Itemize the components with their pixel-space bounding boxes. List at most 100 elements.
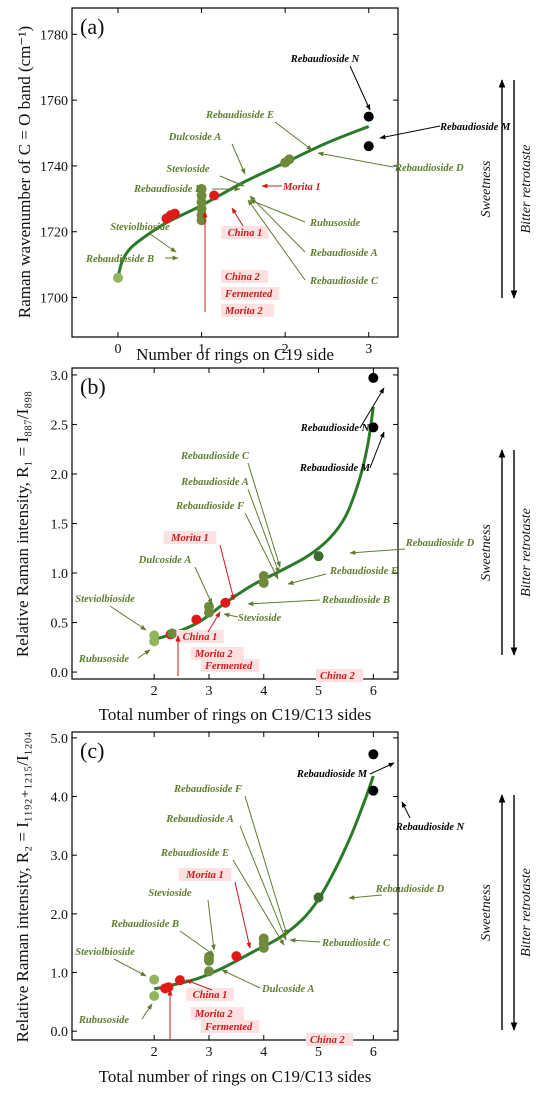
y-tick-label: 1.0 xyxy=(51,567,69,582)
y-tick-label: 0.5 xyxy=(51,617,69,632)
annotation-label: Rebaudioside C xyxy=(180,451,250,462)
annotation-arrow xyxy=(234,881,252,949)
bitter-label: Bitter retrotaste xyxy=(519,508,534,597)
annotation-arrow xyxy=(207,611,221,633)
data-point xyxy=(313,892,324,903)
data-point xyxy=(284,154,295,165)
annotation-arrow xyxy=(249,195,306,253)
annotation-label: Rebaudioside D xyxy=(405,538,475,549)
annotation-arrow xyxy=(247,462,281,568)
annotation-label: Rubusoside xyxy=(78,1015,130,1026)
data-point xyxy=(258,577,269,588)
x-axis-label: Total number of rings on C19/C13 sides xyxy=(99,1067,372,1086)
y-tick-label: 1780 xyxy=(40,28,68,43)
label-highlight xyxy=(316,669,364,682)
data-point xyxy=(191,614,202,625)
y-axis-label: Raman wavenumber of C = O band (cm⁻¹) xyxy=(15,26,34,318)
annotation-label: Steviolbioside xyxy=(75,947,135,958)
annotation-label: Rebaudioside N xyxy=(300,423,370,434)
plot-frame xyxy=(71,367,399,680)
annotation-arrow xyxy=(348,894,383,900)
x-tick-label: 5 xyxy=(315,684,322,699)
annotation-arrow xyxy=(287,573,327,585)
annotation-label: Rebaudioside M xyxy=(439,122,511,133)
taste-scale: Sweetness Bitter retrotaste xyxy=(479,79,534,299)
panel-letter: (a) xyxy=(80,14,104,39)
data-point xyxy=(203,607,214,618)
annotation-label: Morita 1 xyxy=(282,182,321,193)
y-tick-label: 2.5 xyxy=(51,418,69,433)
annotation-arrow xyxy=(232,859,285,946)
annotation-label: Morita 2 xyxy=(194,649,233,660)
label-highlight xyxy=(221,287,280,300)
y-tick-label: 2.0 xyxy=(51,468,69,483)
x-tick-label: 2 xyxy=(151,1045,158,1060)
annotation-label: Rebaudioside B xyxy=(85,254,154,265)
plot-frame xyxy=(71,7,399,338)
y-tick-label: 1760 xyxy=(40,94,68,109)
label-highlight xyxy=(176,630,224,643)
annotation-label: Rebaudioside F xyxy=(173,784,242,795)
annotation-label: Steviolbioside xyxy=(110,222,170,233)
annotation-label: Rebaudioside C xyxy=(321,938,391,949)
annotation-label: Rebaudioside M xyxy=(299,463,371,474)
data-point xyxy=(112,272,123,283)
y-tick-label: 1700 xyxy=(40,292,68,307)
bitter-label: Bitter retrotaste xyxy=(519,868,534,957)
annotation-label: Rubusoside xyxy=(309,218,361,229)
annotation-label: Rebaudioside F xyxy=(175,501,244,512)
x-tick-label: 5 xyxy=(315,1045,322,1060)
annotation-arrow xyxy=(289,937,321,943)
annotation-arrow xyxy=(359,387,385,429)
x-tick-label: 3 xyxy=(205,1045,212,1060)
annotation-label: Rebaudioside E xyxy=(205,110,274,121)
data-point xyxy=(167,628,178,639)
data-point xyxy=(203,966,214,977)
annotation-label: Dulcoside A xyxy=(261,984,314,995)
annotation-arrow xyxy=(369,762,395,775)
x-tick-label: 1 xyxy=(198,342,205,357)
annotation-label: Rebaudioside A xyxy=(165,814,234,825)
annotation-label: Rebaudioside A xyxy=(309,248,378,259)
annotation-label: Rebaudioside E xyxy=(329,566,398,577)
annotation-arrow xyxy=(247,199,306,281)
data-point xyxy=(220,597,231,608)
x-axis-label: Number of rings on C19 side xyxy=(136,345,334,364)
data-point xyxy=(149,974,160,985)
x-tick-label: 2 xyxy=(151,684,158,699)
label-highlight xyxy=(221,304,274,317)
bitter-label: Bitter retrotaste xyxy=(519,145,534,234)
fit-curve xyxy=(116,125,370,279)
annotation-label: Rebaudioside A xyxy=(180,477,249,488)
y-axis-label: Relative Raman intensity, R₂ = I₁₁₉₂₊₁₂₁… xyxy=(13,732,32,1043)
annotation-label: China 1 xyxy=(228,228,263,239)
y-tick-label: 1.0 xyxy=(51,967,69,982)
x-tick-label: 6 xyxy=(370,1045,377,1060)
annotation-label: Fermented xyxy=(204,1022,253,1033)
annotation-arrow xyxy=(185,979,213,991)
annotation-label: Morita 1 xyxy=(185,870,224,881)
annotation-label: Rebaudioside N xyxy=(395,822,465,833)
y-tick-label: 5.0 xyxy=(51,732,69,747)
x-tick-label: 3 xyxy=(365,342,372,357)
annotation-label: Morita 2 xyxy=(224,306,263,317)
annotation-arrow xyxy=(379,125,441,140)
data-point xyxy=(169,208,180,219)
chart-panel-3: 2 3 4 5 6 0.0 1.0 2.0 3.0 4.0 5.0 Total number of r… xyxy=(13,731,534,1086)
annotation-label: Fermented xyxy=(204,661,253,672)
y-axis-label: Relative Raman intensity, R₁ = I₈₈₇/I₈₉₈ xyxy=(13,391,32,657)
annotation-arrow xyxy=(274,121,313,151)
data-point xyxy=(209,190,220,201)
annotation-label: Rebaudioside E xyxy=(160,848,229,859)
annotation-label: Rebaudioside N xyxy=(290,54,360,65)
annotation-arrow xyxy=(247,599,321,607)
chart-panel-2: 2 3 4 5 6 0.0 0.5 1.0 1.5 2.0 2.5 3.0 Total number o… xyxy=(13,367,534,724)
chart-panel-1: 0 1 2 3 1700 1720 1740 1760 1780 Number of rings … xyxy=(15,7,534,364)
annotation-label: Morita 2 xyxy=(194,1009,233,1020)
data-point xyxy=(258,942,269,953)
y-tick-label: 1740 xyxy=(40,160,68,175)
annotation-arrow xyxy=(249,199,306,223)
annotation-arrow xyxy=(231,143,246,175)
annotation-label: China 2 xyxy=(310,1035,345,1046)
annotation-label: Fermented xyxy=(224,289,273,300)
